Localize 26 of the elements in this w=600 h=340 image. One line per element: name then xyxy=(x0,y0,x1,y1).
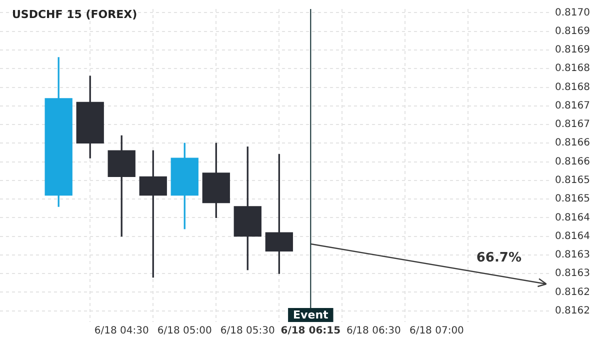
x-tick-label: 6/18 06:15 xyxy=(280,326,341,337)
y-tick-label: 0.8165 xyxy=(555,175,590,186)
x-tick-label: 6/18 06:30 xyxy=(346,326,401,337)
chart-title: USDCHF 15 (FOREX) xyxy=(12,8,138,21)
y-tick-label: 0.8169 xyxy=(555,26,590,37)
x-tick-label: 6/18 05:30 xyxy=(220,326,275,337)
y-tick-label: 0.8163 xyxy=(555,268,590,280)
y-tick-label: 0.8168 xyxy=(555,82,590,93)
y-tick-label: 0.8167 xyxy=(555,100,590,112)
y-tick-label: 0.8169 xyxy=(555,44,590,56)
x-tick-label: 6/18 07:00 xyxy=(409,326,464,337)
annotation: 66.7% xyxy=(476,250,522,266)
y-tick-label: 0.8166 xyxy=(555,138,590,149)
y-tick-label: 0.8170 xyxy=(555,7,590,18)
y-tick-label: 0.8166 xyxy=(555,156,590,168)
y-tick-label: 0.8164 xyxy=(555,230,590,242)
x-tick-label: 6/18 04:30 xyxy=(94,326,149,337)
y-tick-label: 0.8168 xyxy=(555,63,590,74)
y-tick-label: 0.8162 xyxy=(555,305,590,316)
y-tick-label: 0.8163 xyxy=(555,250,590,261)
x-tick-label: 6/18 05:00 xyxy=(157,326,212,337)
y-tick-label: 0.8167 xyxy=(555,119,590,130)
ref-line-label: Event xyxy=(293,308,328,322)
y-tick-label: 0.8164 xyxy=(555,212,590,224)
y-tick-label: 0.8165 xyxy=(555,194,590,205)
y-tick-label: 0.8162 xyxy=(555,286,590,298)
